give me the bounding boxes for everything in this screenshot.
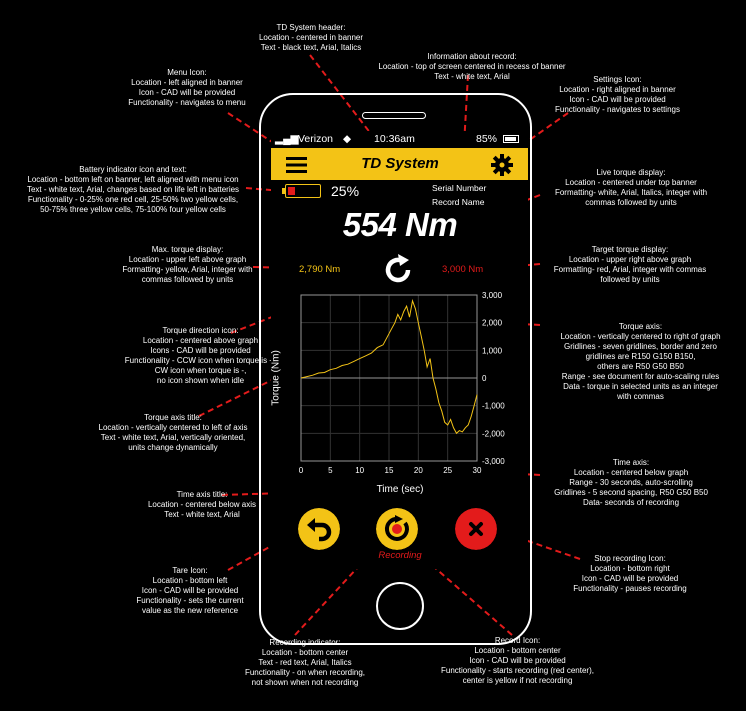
- top-banner: [271, 148, 528, 180]
- annotation-header: TD System header: Location - centered in…: [258, 23, 364, 52]
- annotation-target-torque: Target torque display: Location - upper …: [553, 245, 707, 284]
- x-tick-label: 25: [443, 466, 452, 475]
- battery-icon: [285, 184, 321, 198]
- x-tick-label: 10: [355, 466, 364, 475]
- target-torque-display: 3,000 Nm: [442, 264, 484, 275]
- status-battery-percent: 85%: [476, 133, 498, 145]
- tare-button[interactable]: [298, 508, 340, 550]
- y-tick-label: 0: [482, 374, 487, 383]
- recording-indicator: Recording: [378, 550, 422, 561]
- torque-graph: 0 5 10 15 20 25 30 3,000 2,000 1,000 0 -1,000 -2,000…: [299, 291, 505, 475]
- x-tick-label: 5: [328, 466, 333, 475]
- stop-recording-button[interactable]: [455, 508, 497, 550]
- y-tick-label: -3,000: [482, 457, 505, 466]
- wifi-icon: ◆: [343, 133, 352, 145]
- max-torque-display: 2,790 Nm: [299, 264, 341, 275]
- status-bar: ▂▄▆ Verizon ◆ 10:36am 85%: [271, 133, 528, 147]
- phone-frame: [259, 93, 532, 645]
- x-axis-title: Time (sec): [376, 484, 424, 495]
- annotation-recording-indicator: Recording indicator: Location - bottom c…: [244, 638, 366, 687]
- annotation-live-torque: Live torque display: Location - centered…: [554, 168, 708, 207]
- record-ring-icon: [385, 516, 409, 541]
- record-button[interactable]: [376, 508, 418, 550]
- y-tick-label: 2,000: [482, 319, 503, 328]
- battery-terminal: [282, 188, 285, 194]
- annotation-y-axis-title: Torque axis title: Location - vertically…: [98, 413, 248, 452]
- annotation-max-torque: Max. torque display: Location - upper le…: [122, 245, 253, 284]
- stop-x-icon: [469, 522, 483, 536]
- annotation-stop-icon: Stop recording Icon: Location - bottom r…: [573, 554, 687, 593]
- annotation-time-axis: Time axis: Location - centered below gra…: [554, 458, 708, 507]
- annotation-record-info: Information about record: Location - top…: [378, 52, 566, 81]
- annotation-direction-icon: Torque direction icon: Location - center…: [124, 326, 276, 385]
- gear-icon[interactable]: [491, 154, 513, 176]
- live-torque-display: 554 Nm: [342, 206, 458, 243]
- speaker-grille: [362, 112, 426, 119]
- record-name-label: Record Name: [432, 197, 485, 207]
- annotation-torque-axis: Torque axis: Location - vertically cente…: [560, 322, 721, 401]
- signal-icon: ▂▄▆: [275, 133, 299, 145]
- annotation-settings-icon: Settings Icon: Location - right aligned …: [555, 75, 680, 114]
- torque-series-line: [300, 298, 478, 435]
- hamburger-menu-icon[interactable]: [286, 156, 308, 174]
- y-tick-label: -2,000: [482, 429, 505, 438]
- battery-cell: [288, 187, 295, 195]
- battery-percent-text: 25%: [331, 183, 360, 199]
- undo-arrow-icon: [307, 518, 332, 542]
- annotation-tare-icon: Tare Icon: Location - bottom left Icon -…: [136, 566, 244, 615]
- status-battery-icon: [503, 135, 519, 143]
- banner-recess: [419, 180, 505, 212]
- y-tick-label: 3,000: [482, 291, 503, 300]
- status-time: 10:36am: [374, 133, 415, 145]
- record-center-icon: [392, 524, 402, 534]
- x-tick-label: 30: [473, 466, 482, 475]
- annotation-menu-icon: Menu Icon: Location - left aligned in ba…: [128, 68, 246, 107]
- y-tick-label: 1,000: [482, 346, 503, 355]
- y-axis-title: Torque (Nm): [270, 350, 282, 406]
- x-tick-label: 20: [414, 466, 423, 475]
- app-title: TD System: [361, 155, 439, 172]
- y-tick-label: -1,000: [482, 402, 505, 411]
- annotation-time-title: Time axis title: Location - centered bel…: [147, 490, 257, 519]
- home-button[interactable]: [376, 582, 424, 630]
- x-tick-label: 15: [385, 466, 394, 475]
- serial-number-label: Serial Number: [432, 183, 487, 193]
- ccw-rotation-icon: [385, 254, 411, 283]
- annotation-battery: Battery indicator icon and text: Locatio…: [26, 165, 240, 214]
- carrier-text: Verizon: [298, 133, 334, 145]
- x-tick-label: 0: [299, 466, 304, 475]
